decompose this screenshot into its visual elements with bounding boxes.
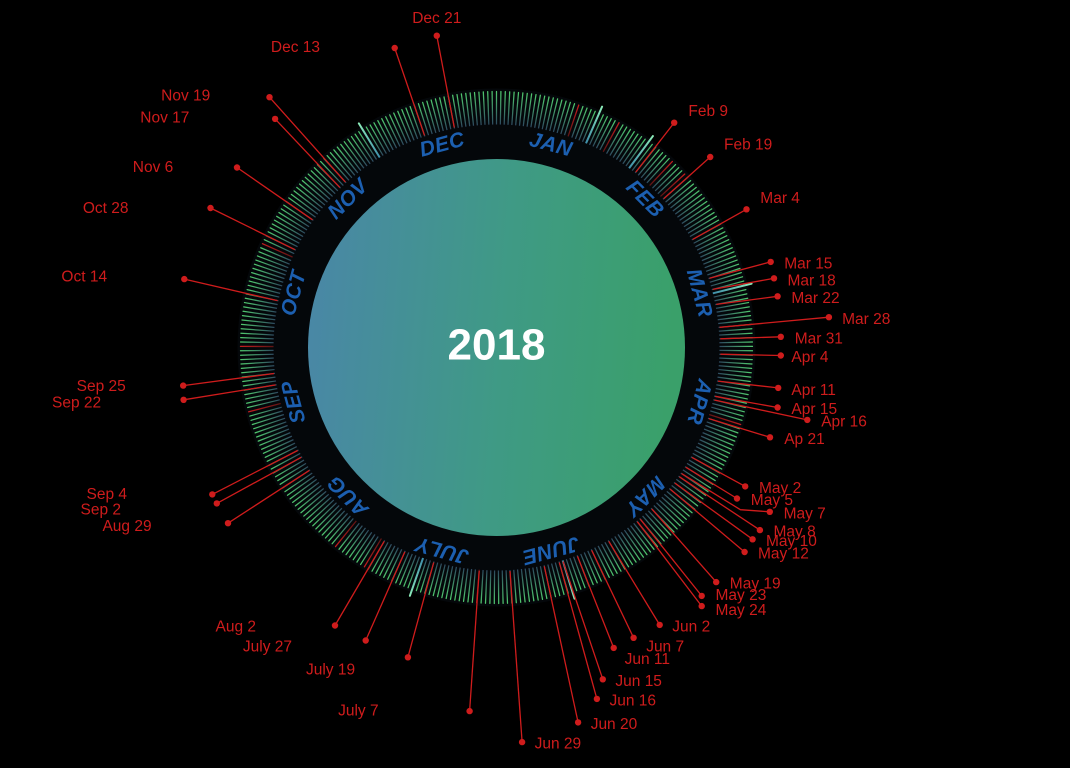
svg-text:Oct 14: Oct 14 [61, 269, 107, 286]
svg-text:Mar 15: Mar 15 [784, 256, 832, 273]
svg-text:Nov 17: Nov 17 [140, 109, 189, 126]
svg-text:Mar 4: Mar 4 [760, 190, 800, 207]
svg-text:Aug 2: Aug 2 [215, 619, 256, 636]
svg-text:Feb 19: Feb 19 [724, 137, 772, 154]
svg-text:Aug 29: Aug 29 [102, 518, 151, 535]
svg-text:Jun 16: Jun 16 [610, 693, 657, 710]
svg-text:Apr 4: Apr 4 [791, 349, 828, 366]
svg-text:Jun 15: Jun 15 [615, 673, 662, 690]
svg-text:Oct 28: Oct 28 [83, 200, 129, 217]
svg-text:May 8: May 8 [774, 524, 816, 541]
svg-text:Nov 6: Nov 6 [133, 159, 174, 176]
svg-text:July 19: July 19 [306, 662, 355, 679]
svg-text:Sep 25: Sep 25 [77, 378, 126, 395]
svg-text:Jun 7: Jun 7 [646, 639, 684, 656]
svg-text:Mar 18: Mar 18 [788, 272, 836, 289]
svg-text:Mar 28: Mar 28 [842, 311, 890, 328]
svg-text:Dec 13: Dec 13 [271, 39, 320, 56]
svg-text:2018: 2018 [448, 321, 546, 370]
svg-text:May 2: May 2 [759, 480, 801, 497]
svg-text:Jun 20: Jun 20 [591, 716, 638, 733]
svg-text:Jun 2: Jun 2 [672, 619, 710, 636]
svg-text:May 19: May 19 [730, 576, 781, 593]
svg-text:May 24: May 24 [716, 602, 767, 619]
svg-text:Apr 15: Apr 15 [791, 401, 837, 418]
svg-text:Mar 22: Mar 22 [791, 290, 839, 307]
svg-text:Mar 31: Mar 31 [795, 331, 843, 348]
svg-text:Sep 4: Sep 4 [86, 486, 127, 503]
svg-text:Ap 21: Ap 21 [784, 431, 825, 448]
svg-text:Sep 22: Sep 22 [52, 394, 101, 411]
svg-text:Sep 2: Sep 2 [80, 502, 121, 519]
svg-text:Dec 21: Dec 21 [412, 10, 461, 27]
svg-text:Nov 19: Nov 19 [161, 88, 210, 105]
svg-text:Feb 9: Feb 9 [688, 103, 728, 120]
svg-text:July 27: July 27 [243, 638, 292, 655]
svg-text:Apr 11: Apr 11 [791, 382, 836, 399]
svg-text:Jun 29: Jun 29 [535, 736, 582, 753]
svg-text:July 7: July 7 [338, 703, 379, 720]
